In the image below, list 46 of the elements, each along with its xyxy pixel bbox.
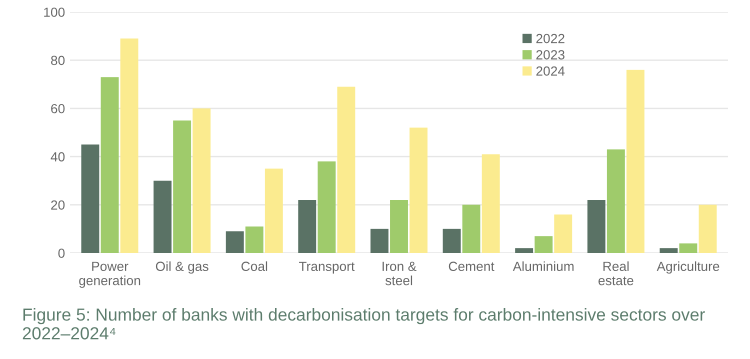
bar [120, 38, 138, 253]
bar [698, 204, 717, 253]
text: Figure 5: Number of banks with decarbonisation targets for carbon-intensive sectors over 2022–2024⁴ [22, 308, 705, 340]
y-tick-label: 80 [51, 56, 65, 66]
bar [534, 236, 553, 253]
bar [81, 144, 100, 253]
x-tick-label: Cement [448, 262, 494, 272]
bar [337, 86, 356, 253]
bar [442, 228, 461, 253]
bar [515, 248, 534, 253]
bar [587, 200, 606, 253]
bar [154, 180, 172, 253]
x-tick-label: Real estate [598, 261, 634, 286]
bar [660, 248, 678, 253]
x-tick-label: Aluminium [512, 261, 574, 272]
bar [554, 214, 572, 253]
bar [370, 228, 388, 253]
x-tick-label: Oil & gas [156, 261, 208, 274]
legend-label: 2022 [536, 34, 564, 44]
legend-label: 2024 [536, 66, 565, 76]
y-tick-label: 20 [51, 200, 65, 210]
bar [482, 154, 500, 253]
x-tick-label: Agriculture [656, 261, 720, 274]
bar [173, 120, 192, 253]
x-tick-label: Power generation [79, 262, 140, 288]
bar [462, 204, 480, 253]
bar [390, 200, 408, 253]
bar [318, 161, 336, 253]
x-tick-label: Coal [241, 261, 268, 272]
bar [100, 77, 119, 253]
y-tick-label: 0 [58, 248, 65, 258]
bar [298, 200, 316, 253]
bar [626, 70, 644, 253]
legend-label: 2023 [536, 50, 564, 60]
y-tick-label: 60 [51, 104, 65, 114]
bar [245, 226, 264, 253]
x-tick-label: Transport [299, 262, 355, 274]
y-tick-label: 40 [50, 152, 65, 162]
bar [192, 108, 211, 253]
x-tick-label: Iron & steel [382, 262, 416, 286]
bar [679, 243, 698, 253]
bar [606, 149, 625, 253]
bar [226, 231, 244, 253]
y-tick-label: 100 [44, 8, 65, 17]
bar [410, 128, 428, 253]
bar [264, 168, 283, 253]
